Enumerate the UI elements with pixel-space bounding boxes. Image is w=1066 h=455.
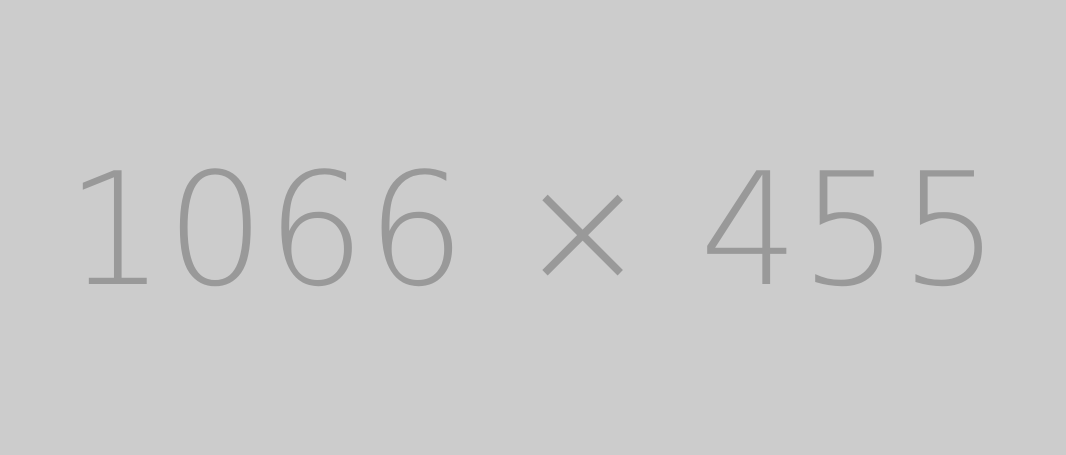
placeholder-dimensions-label: 1066 × 455 [65, 138, 1001, 321]
